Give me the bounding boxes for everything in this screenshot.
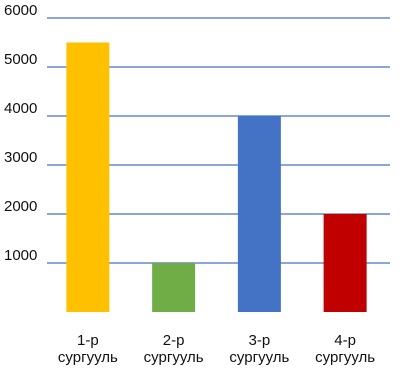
x-category-label: 4-р bbox=[334, 332, 356, 349]
x-category-label: сургууль bbox=[315, 349, 375, 366]
y-tick-label: 5000 bbox=[4, 51, 37, 68]
x-category-label: сургууль bbox=[144, 349, 204, 366]
x-category-label: 2-р bbox=[163, 332, 185, 349]
bar-4 bbox=[323, 214, 367, 312]
x-category-label: 1-р bbox=[77, 332, 99, 349]
y-tick-label: 1000 bbox=[4, 247, 37, 264]
y-tick-label: 3000 bbox=[4, 149, 37, 166]
y-tick-label: 6000 bbox=[4, 2, 37, 19]
x-category-label: 3-р bbox=[249, 332, 271, 349]
bar-2 bbox=[152, 263, 196, 312]
bar-1 bbox=[66, 42, 110, 312]
y-tick-label: 4000 bbox=[4, 100, 37, 117]
y-tick-label: 2000 bbox=[4, 198, 37, 215]
x-category-label: сургууль bbox=[58, 349, 118, 366]
bar-3 bbox=[237, 116, 281, 312]
x-category-label: сургууль bbox=[229, 349, 289, 366]
